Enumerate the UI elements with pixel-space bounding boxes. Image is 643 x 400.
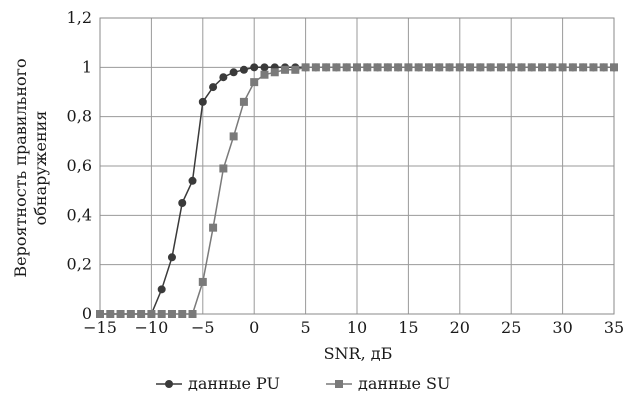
- data-point: [404, 63, 413, 72]
- data-point: [147, 310, 156, 318]
- legend-marker: [165, 380, 173, 388]
- data-point: [558, 63, 567, 72]
- data-point: [610, 63, 618, 72]
- data-point: [157, 310, 166, 318]
- data-point: [496, 63, 505, 72]
- data-point: [198, 97, 207, 106]
- data-point: [301, 63, 310, 72]
- x-tick-label: 30: [552, 318, 572, 337]
- data-point: [589, 63, 598, 72]
- data-point: [178, 199, 187, 207]
- data-point: [394, 63, 403, 72]
- data-point: [270, 68, 279, 77]
- series-2: [96, 63, 618, 318]
- x-tick-label: 5: [301, 318, 311, 337]
- data-point: [239, 65, 248, 74]
- x-tick-label: 20: [450, 318, 470, 337]
- x-tick-label: −15: [83, 318, 117, 337]
- data-point: [250, 63, 259, 72]
- data-point: [219, 164, 228, 173]
- data-point: [579, 63, 588, 72]
- data-point: [106, 310, 115, 318]
- data-point: [538, 63, 547, 72]
- x-tick-label: 15: [398, 318, 418, 337]
- data-point: [239, 97, 248, 106]
- data-point: [178, 310, 187, 318]
- y-axis-label-line-1: Вероятность правильного: [11, 58, 30, 277]
- data-point: [250, 78, 259, 87]
- data-point: [96, 310, 104, 318]
- data-point: [527, 63, 536, 72]
- data-point: [281, 65, 290, 74]
- data-point: [599, 63, 608, 72]
- x-tick-label: −5: [191, 318, 215, 337]
- data-point: [322, 63, 331, 72]
- data-point: [219, 73, 228, 82]
- data-point: [414, 63, 423, 72]
- y-tick-label: 0: [82, 304, 92, 323]
- data-point: [373, 63, 382, 72]
- x-tick-label: −10: [135, 318, 169, 337]
- y-tick-label: 0,6: [67, 156, 92, 175]
- data-point: [342, 63, 351, 72]
- y-axis-label-line-2: обнаружения: [31, 111, 50, 226]
- y-tick-label: 0,8: [67, 107, 92, 126]
- data-point: [116, 310, 125, 318]
- data-point: [157, 285, 166, 294]
- data-point: [260, 63, 269, 72]
- data-point: [445, 63, 454, 72]
- y-tick-label: 0,4: [67, 205, 92, 224]
- data-point: [229, 68, 238, 77]
- x-tick-label: 25: [501, 318, 521, 337]
- data-point: [209, 83, 218, 92]
- data-point: [188, 176, 197, 185]
- data-point: [209, 223, 218, 232]
- data-point: [188, 310, 197, 318]
- data-point: [137, 310, 146, 318]
- data-point: [548, 63, 557, 72]
- x-tick-label: 0: [249, 318, 259, 337]
- data-point: [126, 310, 135, 318]
- chart-grid: [99, 17, 615, 315]
- data-point: [167, 310, 176, 318]
- y-tick-label: 1,2: [67, 8, 92, 27]
- plot-area: [99, 17, 615, 315]
- data-point: [455, 63, 464, 72]
- data-point: [466, 63, 475, 72]
- legend-item-2: данные SU: [326, 374, 450, 393]
- data-point: [476, 63, 485, 72]
- data-point: [291, 65, 300, 74]
- data-point: [424, 63, 433, 72]
- series-layer: [96, 63, 618, 318]
- data-point: [486, 63, 495, 72]
- legend-marker: [335, 380, 343, 388]
- data-point: [435, 63, 444, 72]
- x-tick-label: 35: [604, 318, 624, 337]
- legend-label: данные PU: [188, 374, 280, 393]
- legend-item-1: данные PU: [156, 374, 280, 393]
- data-point: [198, 277, 207, 286]
- y-tick-label: 1: [82, 57, 92, 76]
- data-point: [332, 63, 341, 72]
- data-point: [517, 63, 526, 72]
- y-tick-label: 0,2: [67, 255, 92, 274]
- data-point: [568, 63, 577, 72]
- legend: данные PU данные SU: [156, 374, 450, 393]
- data-point: [311, 63, 320, 72]
- data-point: [260, 70, 269, 79]
- x-axis-ticks: −15 −10 −5 0 5 10 15 20 25 30 35: [83, 318, 624, 337]
- data-point: [363, 63, 372, 72]
- y-axis-ticks: 0 0,2 0,4 0,6 0,8 1 1,2: [67, 8, 92, 323]
- data-point: [383, 63, 392, 72]
- x-tick-label: 10: [347, 318, 367, 337]
- data-point: [167, 253, 176, 262]
- x-axis-label: SNR, дБ: [324, 344, 393, 363]
- data-point: [229, 132, 238, 141]
- data-point: [353, 63, 361, 72]
- data-point: [507, 63, 516, 72]
- legend-label: данные SU: [358, 374, 450, 393]
